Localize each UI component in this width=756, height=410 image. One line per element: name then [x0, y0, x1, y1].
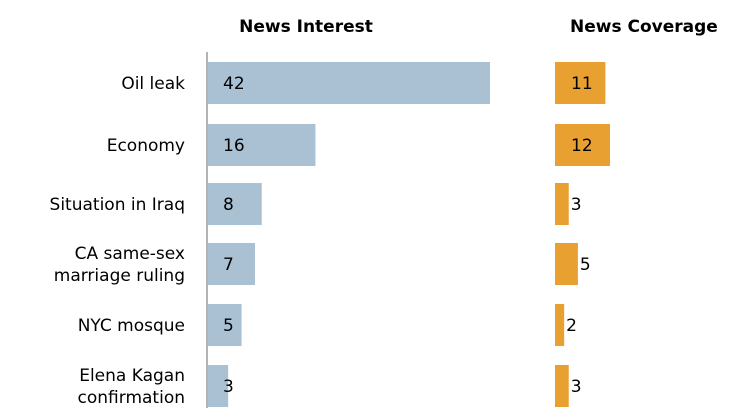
coverage-bar	[555, 243, 578, 285]
panel-title-news-coverage: News Coverage	[570, 17, 718, 37]
category-label: CA same-sex marriage ruling	[54, 244, 185, 286]
interest-value-label: 5	[223, 316, 234, 336]
interest-bar	[208, 124, 316, 166]
interest-value-label: 16	[223, 136, 245, 156]
coverage-value-label: 5	[580, 255, 591, 275]
coverage-value-label: 11	[571, 74, 593, 94]
coverage-bar	[555, 124, 610, 166]
interest-value-label: 42	[223, 74, 245, 94]
category-label: NYC mosque	[78, 316, 185, 336]
interest-bar	[208, 62, 490, 104]
panel-title-news-interest: News Interest	[239, 17, 373, 37]
coverage-value-label: 12	[571, 136, 593, 156]
category-label: Elena Kagan confirmation	[78, 366, 185, 408]
coverage-bar	[555, 62, 606, 104]
interest-bar	[208, 365, 229, 407]
category-label: Oil leak	[121, 74, 185, 94]
category-label: Situation in Iraq	[50, 195, 185, 215]
coverage-value-label: 3	[571, 195, 582, 215]
coverage-value-label: 2	[566, 316, 577, 336]
interest-bar	[208, 183, 262, 225]
interest-bar	[208, 243, 255, 285]
interest-value-label: 3	[223, 377, 234, 397]
coverage-value-label: 3	[571, 377, 582, 397]
category-label: Economy	[107, 136, 185, 156]
interest-value-label: 7	[223, 255, 234, 275]
coverage-bar	[555, 183, 569, 225]
interest-value-label: 8	[223, 195, 234, 215]
interest-bar	[208, 304, 242, 346]
coverage-bar	[555, 304, 565, 346]
coverage-bar	[555, 365, 569, 407]
